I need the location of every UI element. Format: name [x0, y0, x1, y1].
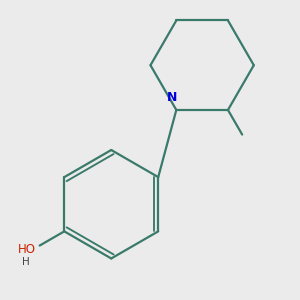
Text: N: N — [167, 91, 177, 104]
Text: HO: HO — [18, 244, 36, 256]
Text: H: H — [22, 257, 30, 267]
